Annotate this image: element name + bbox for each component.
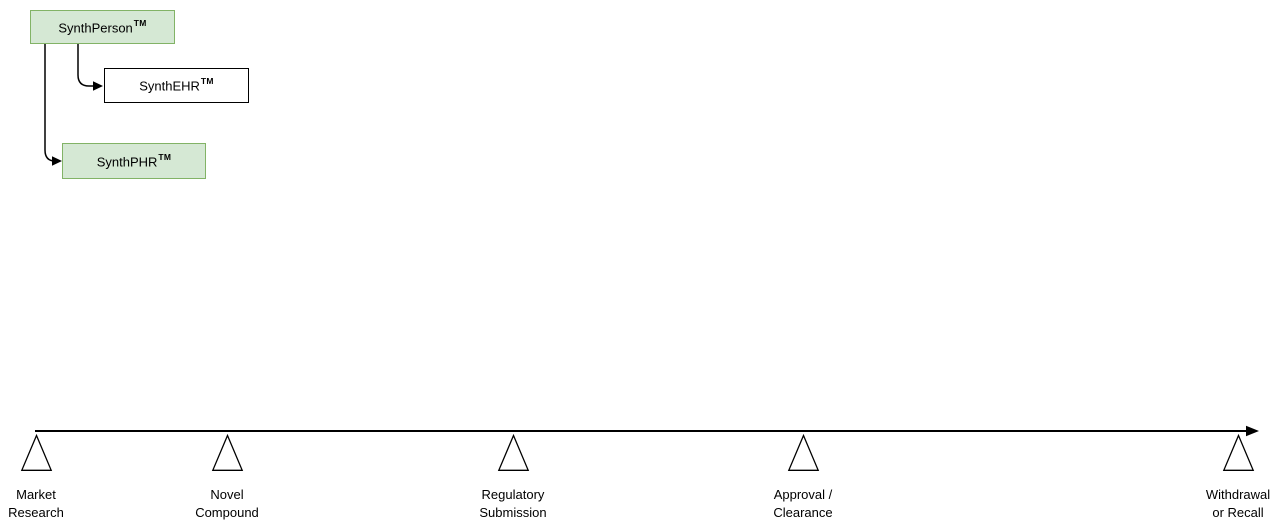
milestone-triangle-icon bbox=[1222, 434, 1254, 471]
milestone-withdrawal-recall: Withdrawal or Recall bbox=[1168, 434, 1280, 521]
trademark-superscript: TM bbox=[133, 17, 147, 28]
node-synthehr-label: SynthEHRTM bbox=[139, 76, 214, 94]
arrowhead-synthehr-icon bbox=[93, 81, 103, 91]
milestone-label: Market Research bbox=[8, 487, 64, 520]
trademark-superscript: TM bbox=[200, 76, 214, 87]
milestone-label: Regulatory Submission bbox=[479, 487, 547, 520]
milestone-approval-clearance: Approval / Clearance bbox=[733, 434, 873, 521]
arrow-synthperson-to-synthphr bbox=[44, 44, 56, 162]
milestone-regulatory-submission: Regulatory Submission bbox=[443, 434, 583, 521]
node-synthperson-label: SynthPersonTM bbox=[58, 17, 147, 36]
node-synthperson: SynthPersonTM bbox=[30, 10, 175, 44]
milestone-label: Approval / Clearance bbox=[773, 487, 833, 520]
trademark-superscript: TM bbox=[158, 151, 172, 162]
node-synthehr: SynthEHRTM bbox=[104, 68, 249, 103]
milestone-triangle-icon bbox=[211, 434, 243, 471]
milestone-triangle-icon bbox=[20, 434, 52, 471]
node-synthphr: SynthPHRTM bbox=[62, 143, 206, 179]
arrow-synthperson-to-synthehr bbox=[77, 44, 95, 87]
milestone-market-research: Market Research bbox=[0, 434, 106, 521]
milestone-label: Withdrawal or Recall bbox=[1205, 487, 1271, 520]
milestone-triangle-icon bbox=[787, 434, 819, 471]
milestone-novel-compound: Novel Compound bbox=[157, 434, 297, 521]
milestone-label: Novel Compound bbox=[195, 487, 259, 520]
node-synthphr-label: SynthPHRTM bbox=[96, 151, 172, 170]
arrowhead-synthphr-icon bbox=[52, 156, 62, 166]
milestone-triangle-icon bbox=[497, 434, 529, 471]
